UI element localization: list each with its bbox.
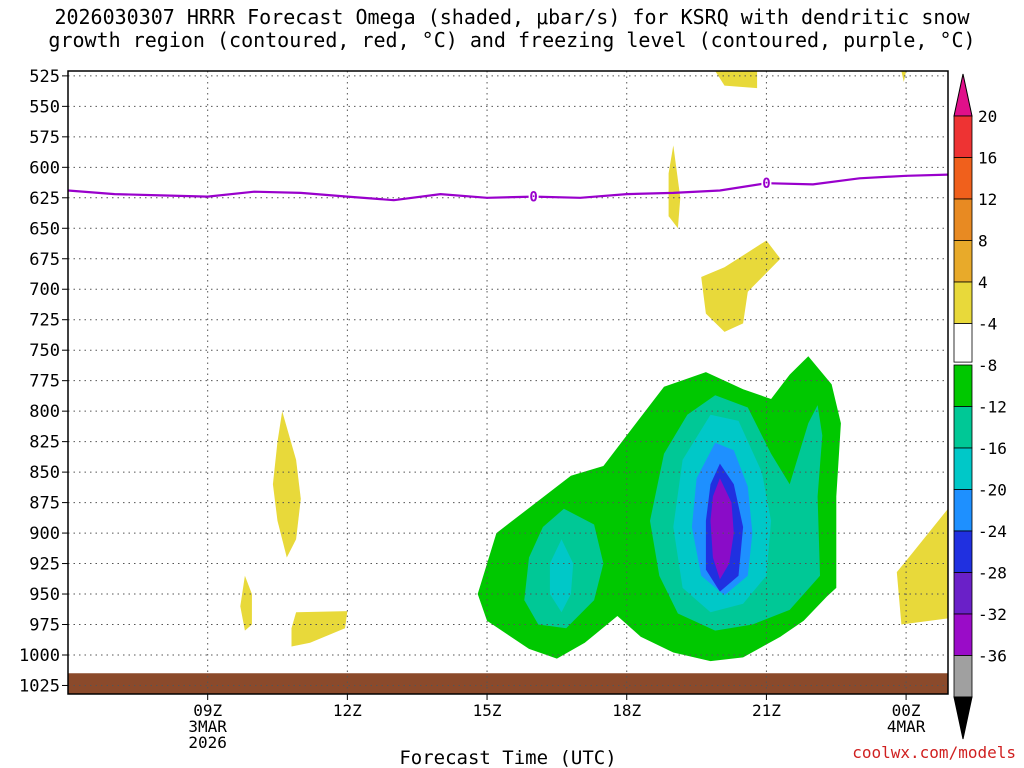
plot-frame <box>67 70 949 695</box>
omega-shading <box>68 71 948 694</box>
y-tick-label-950: 950 <box>29 585 60 605</box>
y-tick-label-900: 900 <box>29 524 60 544</box>
y-tick-label-1025: 1025 <box>19 676 60 696</box>
credit-text: coolwx.com/models <box>852 743 1016 762</box>
y-tick-label-725: 725 <box>29 311 60 331</box>
colorbar-bin-9 <box>953 489 973 532</box>
colorbar-label-2: 12 <box>978 190 997 209</box>
colorbar-label-12: -32 <box>978 605 1007 624</box>
colorbar-bin-13 <box>953 655 973 698</box>
colorbar-bottom-arrow <box>953 696 973 740</box>
x-tick-label-12-0: 12Z <box>333 701 362 720</box>
x-tick-label-18-0: 18Z <box>612 701 641 720</box>
colorbar-bin-4 <box>953 281 973 324</box>
colorbar: 20 16 12 8 4 -4 -8 -12 -16 -20 -24 -28 -32 -36 <box>953 73 1007 740</box>
colorbar-bin-12 <box>953 613 973 656</box>
y-tick-label-925: 925 <box>29 555 60 575</box>
colorbar-label-11: -28 <box>978 564 1007 583</box>
y-tick-label-825: 825 <box>29 433 60 453</box>
y-tick-label-625: 625 <box>29 189 60 209</box>
omega-region-7 <box>896 508 948 625</box>
colorbar-label-6: -8 <box>978 356 997 375</box>
freezing-level-label-0: 0 <box>529 190 537 206</box>
colorbar-bin-6 <box>953 364 973 407</box>
y-tick-label-675: 675 <box>29 250 60 270</box>
colorbar-label-4: 4 <box>978 273 988 292</box>
freezing-level-line <box>68 173 948 202</box>
freezing-level-contour: 00 <box>68 173 948 206</box>
colorbar-label-7: -12 <box>978 398 1007 417</box>
x-tick-label-9-2: 2026 <box>188 733 227 752</box>
x-axis-label: Forecast Time (UTC) <box>399 747 616 768</box>
y-tick-label-800: 800 <box>29 402 60 422</box>
colorbar-bin-2 <box>953 198 973 241</box>
omega-region-15 <box>710 478 734 580</box>
colorbar-label-3: 8 <box>978 232 988 251</box>
y-tick-label-775: 775 <box>29 372 60 392</box>
colorbar-label-13: -36 <box>978 647 1007 666</box>
chart-title-line-2: growth region (contoured, red, °C) and f… <box>48 28 976 52</box>
x-tick-label-15-0: 15Z <box>473 701 502 720</box>
freezing-label-bg-1 <box>761 175 772 192</box>
freezing-label-bg-0 <box>528 188 539 205</box>
colorbar-top-arrow <box>953 73 973 117</box>
x-tick-label-24-0: 00Z <box>892 701 921 720</box>
colorbar-bin-1 <box>953 157 973 200</box>
y-tick-label-975: 975 <box>29 616 60 636</box>
colorbar-bin-7 <box>953 406 973 449</box>
colorbar-bin-3 <box>953 240 973 283</box>
y-tick-label-850: 850 <box>29 463 60 483</box>
colorbar-bin-5 <box>953 323 973 363</box>
y-tick-label-600: 600 <box>29 158 60 178</box>
colorbar-label-9: -20 <box>978 481 1007 500</box>
colorbar-label-10: -24 <box>978 522 1007 541</box>
omega-region-0 <box>272 411 301 558</box>
x-tick-label-9-0: 09Z <box>193 701 222 720</box>
y-tick-label-650: 650 <box>29 219 60 239</box>
colorbar-bin-0 <box>953 115 973 158</box>
chart-title: 2026030307 HRRR Forecast Omega (shaded, … <box>0 6 1024 52</box>
omega-region-6 <box>901 71 907 82</box>
colorbar-label-5: -4 <box>978 315 997 334</box>
y-tick-label-875: 875 <box>29 494 60 514</box>
omega-region-11 <box>549 539 574 613</box>
omega-region-16 <box>68 673 948 694</box>
x-tick-label-21-0: 21Z <box>752 701 781 720</box>
x-tick-label-24-1: 4MAR <box>887 717 926 736</box>
chart-title-line-1: 2026030307 HRRR Forecast Omega (shaded, … <box>54 5 970 29</box>
y-tick-label-575: 575 <box>29 128 60 148</box>
colorbar-bin-10 <box>953 530 973 573</box>
freezing-level-label-1: 0 <box>762 176 770 192</box>
colorbar-bin-8 <box>953 447 973 490</box>
x-tick-label-9-1: 3MAR <box>188 717 227 736</box>
colorbar-label-0: 20 <box>978 107 997 126</box>
y-tick-label-700: 700 <box>29 280 60 300</box>
y-tick-label-550: 550 <box>29 97 60 117</box>
omega-region-1 <box>240 575 252 631</box>
omega-region-5 <box>715 71 758 89</box>
omega-region-4 <box>701 240 781 332</box>
omega-region-2 <box>291 611 348 647</box>
y-tick-label-750: 750 <box>29 341 60 361</box>
y-tick-label-525: 525 <box>29 67 60 87</box>
omega-region-3 <box>668 145 681 229</box>
y-tick-label-1000: 1000 <box>19 646 60 666</box>
colorbar-label-8: -16 <box>978 439 1007 458</box>
colorbar-label-1: 16 <box>978 149 997 168</box>
colorbar-bin-11 <box>953 572 973 615</box>
y-axis-ticks: 525 550 575 600 625 650 675 700 725 750 775 800 825 8… <box>19 67 68 696</box>
